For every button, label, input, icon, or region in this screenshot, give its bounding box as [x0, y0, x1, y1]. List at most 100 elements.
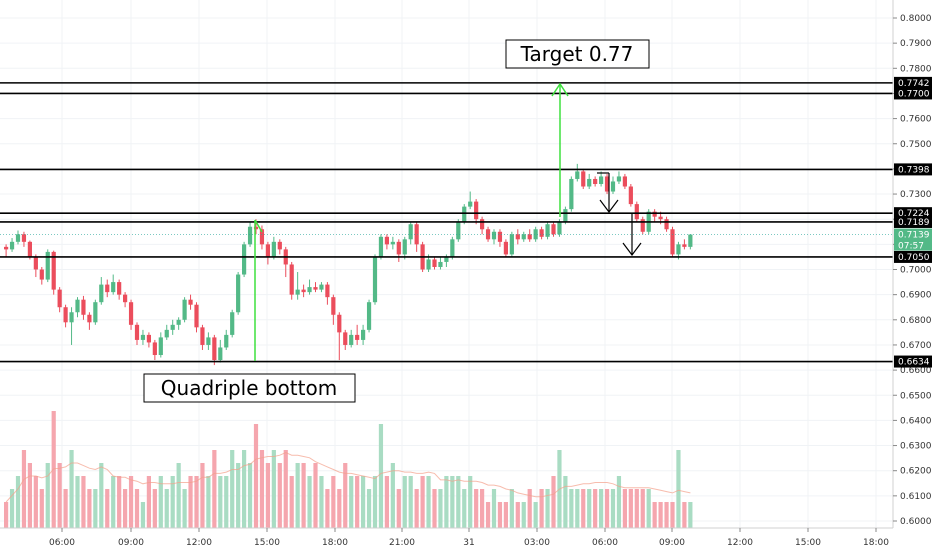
- candle: [21, 231, 27, 247]
- candle: [337, 312, 342, 361]
- y-tick-label: 0.6400: [900, 416, 932, 426]
- candle-body: [390, 241, 395, 245]
- volume-bar: [485, 502, 491, 528]
- volume-bar: [575, 489, 580, 528]
- volume-bar: [432, 489, 437, 528]
- candle: [438, 256, 443, 270]
- last-price-badge: [894, 228, 932, 251]
- candle-body: [271, 241, 276, 257]
- x-tick-label: 12:00: [186, 538, 212, 548]
- candle: [456, 219, 461, 242]
- horizontal-levels[interactable]: [0, 82, 893, 363]
- countdown-label: 07:57: [898, 242, 924, 252]
- volume-bar: [63, 489, 68, 528]
- volume-bar: [111, 476, 116, 528]
- candle: [301, 284, 306, 298]
- volume-bar: [146, 476, 151, 528]
- candle: [640, 216, 645, 235]
- candle: [474, 199, 479, 225]
- volume-bar: [480, 489, 485, 528]
- candle-body: [593, 178, 598, 184]
- candle-body: [206, 337, 211, 345]
- volume-bar: [295, 463, 300, 528]
- volume-bar: [265, 463, 270, 528]
- candle: [51, 250, 56, 295]
- volume-bar: [515, 502, 520, 528]
- volume-bar: [4, 502, 9, 528]
- candle: [503, 239, 508, 257]
- candle: [432, 256, 437, 270]
- candle: [194, 302, 199, 333]
- y-tick-label: 0.7300: [900, 190, 932, 200]
- candle: [277, 239, 282, 255]
- candle: [378, 234, 384, 260]
- candle-body: [337, 314, 342, 333]
- volume-bar: [75, 476, 80, 528]
- candle-body: [485, 229, 491, 240]
- candle-body: [539, 229, 544, 237]
- candle: [361, 324, 366, 345]
- candle-body: [301, 289, 306, 293]
- candle-body: [319, 284, 324, 290]
- volume-bar: [682, 502, 687, 528]
- volume-bar: [551, 476, 556, 528]
- volume-bar: [218, 476, 223, 528]
- candle-body: [361, 329, 366, 340]
- candle: [581, 168, 586, 190]
- volume-bar: [670, 502, 675, 528]
- volume-bar: [426, 476, 431, 528]
- candle-body: [527, 234, 532, 240]
- y-tick-label: 0.6300: [900, 442, 932, 452]
- candle-body: [384, 236, 389, 245]
- x-tick-label: 09:00: [659, 538, 685, 548]
- candle-body: [640, 219, 645, 232]
- time-axis-ticks[interactable]: 06:00 09:00 12:00 15:00 18:00 21:00 31 03:00 06:…: [49, 528, 889, 548]
- volume-bar: [497, 502, 503, 528]
- candle-body: [242, 244, 247, 275]
- candle-body: [51, 251, 56, 290]
- volume-bar: [361, 476, 366, 528]
- target-annotation[interactable]: Target 0.77: [505, 39, 650, 69]
- candle-body: [343, 332, 348, 345]
- candle: [325, 282, 330, 305]
- candle: [527, 229, 532, 242]
- volume-bar: [563, 476, 568, 528]
- candle: [610, 176, 616, 195]
- volume-bar: [616, 476, 622, 528]
- volume-bar: [307, 476, 312, 528]
- candle: [9, 238, 15, 252]
- volume-bar: [604, 489, 610, 528]
- y-tick-label: 0.7000: [900, 266, 932, 276]
- candle-body: [27, 241, 32, 257]
- candle: [242, 241, 247, 278]
- volume-bar: [378, 424, 384, 528]
- y-tick-label: 0.6600: [900, 366, 932, 376]
- y-tick-label: 0.7800: [900, 64, 932, 74]
- candle-body: [158, 337, 163, 356]
- volume-bar: [105, 489, 110, 528]
- candle-body: [491, 231, 497, 240]
- y-tick-label: 0.7900: [900, 39, 932, 49]
- volume-bar: [15, 476, 21, 528]
- candle-body: [146, 334, 151, 343]
- candle-body: [652, 211, 657, 217]
- x-tick-label: 31: [463, 538, 474, 548]
- volume-bar: [646, 489, 651, 528]
- x-tick-label: 15:00: [795, 538, 821, 548]
- candle-body: [521, 234, 526, 240]
- level-badge-label: 0.7224: [898, 209, 930, 219]
- volume-bar: [69, 450, 74, 528]
- candle-body: [140, 334, 146, 340]
- candle-body: [628, 186, 633, 205]
- candle: [33, 254, 38, 278]
- candle-body: [81, 299, 86, 315]
- candle: [236, 272, 241, 315]
- volume-bar: [81, 476, 86, 528]
- candle-body: [503, 241, 508, 255]
- candle-body: [105, 284, 110, 293]
- candle: [15, 230, 21, 245]
- quadruple-bottom-annotation[interactable]: Quadriple bottom: [143, 373, 356, 403]
- volume-bar: [634, 489, 639, 528]
- level-badge-label: 0.6634: [898, 358, 930, 368]
